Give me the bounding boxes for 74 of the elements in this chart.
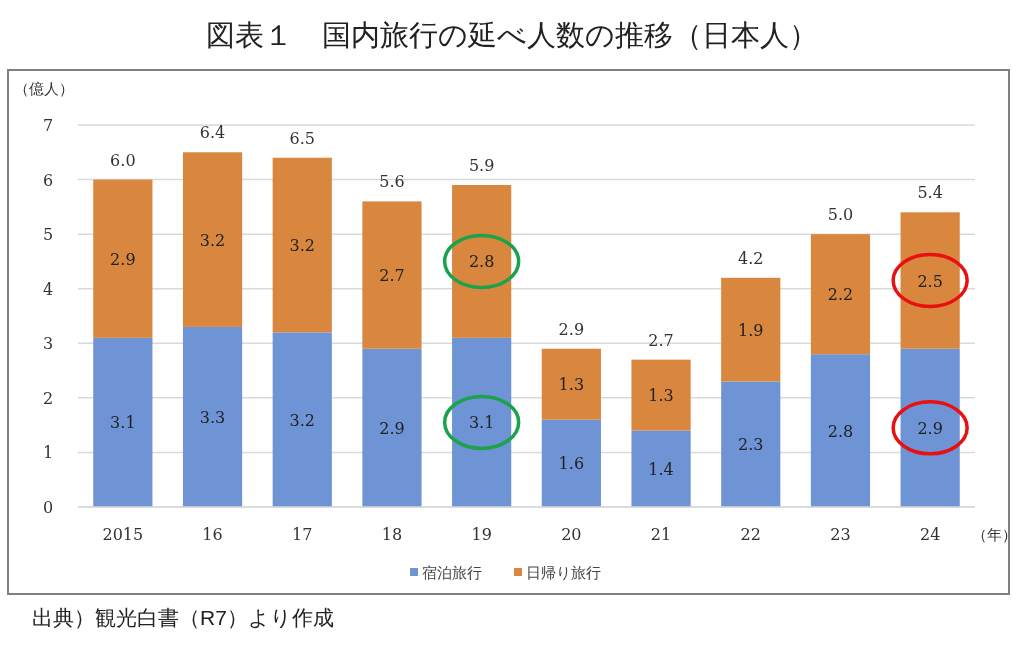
total-label: 6.5 xyxy=(289,128,315,148)
bar xyxy=(900,212,960,349)
total-label: 5.9 xyxy=(468,156,495,176)
data-label: 2.7 xyxy=(379,266,405,286)
bar xyxy=(541,348,601,420)
bar xyxy=(631,359,691,431)
y-tick-label: 4 xyxy=(42,279,54,299)
x-tick-label: 20 xyxy=(561,525,582,544)
chart-title: 図表１ 国内旅行の延べ人数の推移（日本人） xyxy=(206,19,818,51)
legend-label: 宿泊旅行 xyxy=(422,564,482,581)
source-note: 出典）観光白書（R7）より作成 xyxy=(32,606,334,629)
bar xyxy=(541,419,601,507)
bar xyxy=(452,185,512,338)
data-label: 3.2 xyxy=(199,230,226,250)
y-tick-label: 3 xyxy=(42,334,54,354)
legend-label: 日帰り旅行 xyxy=(526,564,601,581)
x-tick-label: 18 xyxy=(381,525,403,544)
bar xyxy=(362,201,422,349)
x-tick-label: 16 xyxy=(202,525,223,544)
x-tick-label: 17 xyxy=(292,525,313,544)
bar xyxy=(182,326,243,507)
bar xyxy=(631,430,691,507)
y-tick-label: 1 xyxy=(42,443,54,463)
data-label: 1.3 xyxy=(648,386,674,406)
x-axis-title: （年） xyxy=(971,526,1017,543)
x-tick-label: 2015 xyxy=(102,525,144,544)
data-label: 3.3 xyxy=(199,407,226,427)
bar xyxy=(810,354,871,507)
bar xyxy=(900,348,960,507)
data-label: 2.8 xyxy=(468,252,495,272)
x-tick-label: 19 xyxy=(471,525,492,544)
x-tick-label: 23 xyxy=(830,525,851,544)
y-tick-label: 5 xyxy=(42,225,54,245)
data-label: 3.2 xyxy=(289,236,315,256)
data-label: 2.9 xyxy=(917,418,943,438)
data-label: 3.1 xyxy=(110,413,136,433)
y-tick-label: 7 xyxy=(42,116,54,135)
bar xyxy=(721,277,781,382)
data-label: 2.8 xyxy=(827,421,854,441)
data-label: 1.9 xyxy=(738,320,764,340)
y-tick-label: 6 xyxy=(42,170,54,190)
bar xyxy=(93,179,153,338)
bar xyxy=(810,234,871,355)
bar xyxy=(362,348,422,507)
total-label: 4.2 xyxy=(738,248,764,268)
data-label: 2.5 xyxy=(917,271,943,291)
bar xyxy=(272,157,332,333)
data-label: 1.6 xyxy=(558,454,585,474)
bar xyxy=(721,381,781,507)
data-label: 2.9 xyxy=(110,249,136,269)
total-label: 6.0 xyxy=(110,150,136,170)
y-axis-title: （億人） xyxy=(14,80,74,97)
total-label: 5.0 xyxy=(827,205,854,225)
total-label: 5.4 xyxy=(917,183,943,203)
x-tick-label: 21 xyxy=(650,525,672,544)
total-label: 2.7 xyxy=(648,330,674,350)
bar xyxy=(182,152,243,327)
total-label: 5.6 xyxy=(379,172,405,192)
bar xyxy=(93,337,153,507)
total-label: 6.4 xyxy=(199,123,226,143)
y-tick-label: 0 xyxy=(42,498,54,517)
data-label: 2.3 xyxy=(738,435,764,455)
x-tick-label: 24 xyxy=(919,525,941,544)
bar xyxy=(272,332,332,507)
data-label: 2.9 xyxy=(379,418,405,438)
data-label: 1.4 xyxy=(648,459,674,479)
data-label: 2.2 xyxy=(827,285,854,305)
data-label: 3.2 xyxy=(289,410,315,430)
y-tick-label: 2 xyxy=(42,388,54,408)
data-label: 3.1 xyxy=(468,413,495,433)
data-label: 1.3 xyxy=(558,375,585,395)
bar xyxy=(452,337,512,507)
total-label: 2.9 xyxy=(558,319,585,339)
x-tick-label: 22 xyxy=(740,525,761,544)
